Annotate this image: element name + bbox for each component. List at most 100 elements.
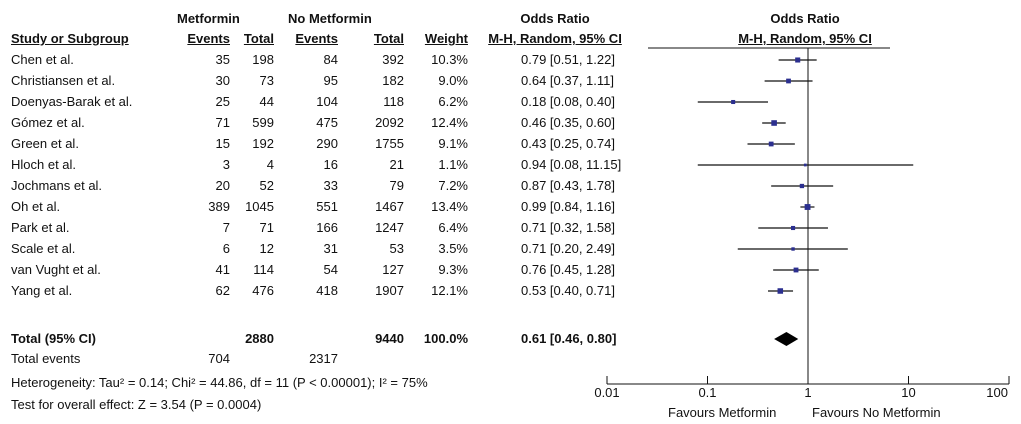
point-estimate-marker	[793, 267, 799, 273]
column-header-events2: Events	[295, 31, 338, 46]
events-no-metformin: 475	[316, 115, 338, 130]
weight: 13.4%	[431, 199, 468, 214]
weight: 6.2%	[438, 94, 468, 109]
total-metformin: 1045	[245, 199, 274, 214]
study-name: Chen et al.	[11, 52, 74, 67]
events-no-metformin: 31	[323, 241, 338, 256]
odds-ratio-ci: 0.53 [0.40, 0.71]	[521, 283, 615, 298]
favours-left-label: Favours Metformin	[668, 405, 777, 420]
total-metformin: 4	[266, 157, 274, 172]
study-name: Christiansen et al.	[11, 73, 116, 88]
point-estimate-marker	[777, 288, 784, 294]
events-no-metformin: 418	[316, 283, 338, 298]
column-header-weight: Weight	[424, 31, 468, 46]
x-tick-label: 10	[901, 385, 915, 400]
events-metformin: 7	[222, 220, 230, 235]
x-tick-label: 0.1	[698, 385, 716, 400]
weight: 1.1%	[438, 157, 468, 172]
weight: 3.5%	[438, 241, 468, 256]
pooled-diamond	[774, 332, 799, 346]
events-no-metformin: 104	[316, 94, 338, 109]
events-metformin: 41	[215, 262, 230, 277]
study-name: Yang et al.	[11, 283, 73, 298]
total-no-metformin: 118	[383, 94, 404, 109]
weight: 10.3%	[431, 52, 468, 67]
weight: 6.4%	[438, 220, 468, 235]
total-metformin: 599	[252, 115, 274, 130]
point-estimate-marker	[791, 247, 795, 251]
total-metformin: 114	[253, 262, 274, 277]
total-no-metformin: 79	[389, 178, 404, 193]
column-header-study: Study or Subgroup	[11, 31, 129, 46]
events-no-metformin: 166	[316, 220, 338, 235]
point-estimate-marker	[771, 120, 777, 126]
events-metformin: 3	[222, 157, 230, 172]
total-no-metformin: 127	[382, 262, 404, 277]
study-name: Scale et al.	[11, 241, 76, 256]
odds-ratio-ci: 0.46 [0.35, 0.60]	[521, 115, 615, 130]
total-metformin: 52	[259, 178, 274, 193]
total-metformin: 71	[259, 220, 274, 235]
events-metformin: 35	[215, 52, 230, 67]
events-metformin: 6	[222, 241, 230, 256]
total-no-metformin: 53	[389, 241, 404, 256]
events-metformin: 30	[215, 73, 230, 88]
events-metformin: 62	[215, 283, 230, 298]
favours-right-label: Favours No Metformin	[812, 405, 941, 420]
events-no-metformin: 95	[323, 73, 338, 88]
study-name: Green et al.	[11, 136, 79, 151]
total-metformin: 73	[259, 73, 274, 88]
odds-ratio-ci: 0.94 [0.08, 11.15]	[521, 157, 622, 172]
weight: 12.1%	[431, 283, 468, 298]
total-events1: 704	[208, 351, 230, 366]
events-no-metformin: 33	[323, 178, 338, 193]
weight: 12.4%	[431, 115, 468, 130]
weight: 9.1%	[438, 136, 468, 151]
study-name: Doenyas-Barak et al.	[11, 94, 133, 109]
total-no-metformin: 1907	[375, 283, 404, 298]
point-estimate-marker	[731, 99, 736, 105]
total-metformin: 44	[259, 94, 274, 109]
odds-ratio-title-left: Odds Ratio	[520, 11, 590, 26]
total-no-metformin: 392	[382, 52, 404, 67]
total-no-metformin: 1467	[375, 199, 404, 214]
total-ci: 0.61 [0.46, 0.80]	[521, 331, 617, 346]
odds-ratio-ci: 0.79 [0.51, 1.22]	[521, 52, 615, 67]
forest-marks	[697, 48, 914, 384]
study-name: Hloch et al.	[11, 157, 77, 172]
study-name: Oh et al.	[11, 199, 61, 214]
events-metformin: 20	[215, 178, 230, 193]
point-estimate-marker	[799, 183, 805, 189]
events-metformin: 71	[215, 115, 230, 130]
study-name: van Vught et al.	[11, 262, 101, 277]
total-no-metformin: 182	[382, 73, 404, 88]
group2-header: No Metformin	[288, 11, 372, 26]
events-metformin: 389	[208, 199, 230, 214]
events-no-metformin: 16	[323, 157, 338, 172]
point-estimate-marker	[791, 225, 796, 231]
point-estimate-marker	[803, 163, 807, 167]
total-events2: 2317	[309, 351, 338, 366]
total-n2: 9440	[375, 331, 404, 346]
total-metformin: 12	[259, 241, 274, 256]
x-axis: 0.01 0.1 1 10 100	[594, 376, 1010, 400]
events-no-metformin: 84	[323, 52, 338, 67]
odds-ratio-ci: 0.18 [0.08, 0.40]	[521, 94, 615, 109]
odds-ratio-ci: 0.71 [0.20, 2.49]	[521, 241, 615, 256]
column-header-events1: Events	[187, 31, 230, 46]
study-name: Park et al.	[11, 220, 70, 235]
total-no-metformin: 21	[389, 157, 404, 172]
column-header-total1: Total	[243, 31, 274, 46]
total-no-metformin: 1755	[375, 136, 404, 151]
total-no-metformin: 2092	[375, 115, 404, 130]
total-weight: 100.0%	[423, 331, 468, 346]
total-metformin: 198	[252, 52, 274, 67]
weight: 9.3%	[438, 262, 468, 277]
odds-ratio-ci: 0.71 [0.32, 1.58]	[521, 220, 615, 235]
column-header-method-left: M-H, Random, 95% CI	[488, 31, 622, 46]
total-label: Total (95% CI)	[11, 331, 96, 346]
events-no-metformin: 551	[316, 199, 338, 214]
odds-ratio-ci: 0.64 [0.37, 1.11]	[521, 73, 614, 88]
events-no-metformin: 54	[323, 262, 338, 277]
